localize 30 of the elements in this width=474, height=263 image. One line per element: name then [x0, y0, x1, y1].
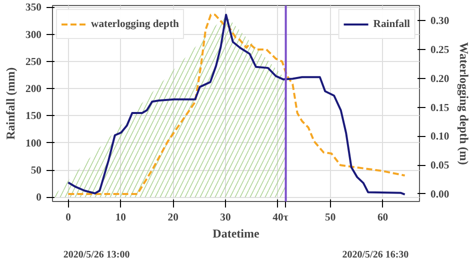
- y2-tick-label: 0.05: [430, 160, 450, 172]
- y-tick-label: 300: [26, 30, 42, 41]
- y-tick-label: 150: [26, 111, 42, 122]
- x-tick-label: 10: [115, 212, 126, 224]
- y2-tick-label: 0.10: [430, 132, 450, 143]
- y-tick-label: 100: [26, 138, 42, 150]
- x-tick-label: 20: [168, 212, 178, 224]
- y2-tick-label: 0.25: [430, 44, 450, 56]
- ref-line-label: τ: [283, 212, 288, 224]
- x-tick-label: 60: [377, 212, 388, 224]
- y-tick-label: 200: [26, 84, 42, 96]
- y2-tick-label: 0.20: [430, 74, 450, 85]
- y-tick-label: 0: [36, 192, 42, 204]
- x-tick-label: 40: [272, 212, 284, 224]
- legend-label: waterlogging depth: [91, 18, 179, 30]
- y-tick-label: 350: [26, 2, 42, 14]
- y2-tick-label: 0.30: [430, 16, 450, 28]
- y-axis-title: Rainfall (mm): [4, 67, 18, 140]
- x-tick-label: 0: [66, 212, 71, 224]
- x-tick-label: 50: [325, 212, 336, 224]
- y2-tick-label: 0.00: [430, 189, 450, 200]
- y-tick-label: 50: [30, 166, 42, 177]
- text: 2020/5/26 16:30: [342, 250, 409, 260]
- x-axis-title: Datetime: [212, 226, 260, 240]
- y-tick-label: 250: [26, 56, 42, 68]
- y2-axis-title: Waterlogging depth (m): [457, 42, 472, 165]
- y2-tick-label: 0.15: [430, 102, 450, 114]
- legend-label: Rainfall: [373, 18, 410, 30]
- x-tick-label: 30: [220, 212, 231, 224]
- text: 2020/5/26 13:00: [63, 250, 130, 260]
